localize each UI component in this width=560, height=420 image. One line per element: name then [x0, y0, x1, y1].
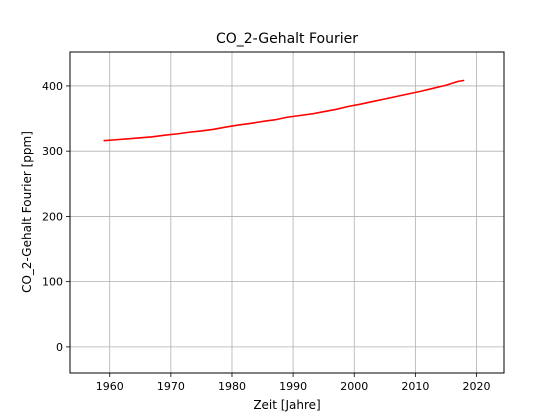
y-tick-label: 200: [42, 210, 63, 223]
x-tick-label: 2020: [462, 380, 490, 393]
y-tick-label: 400: [42, 80, 63, 93]
series-line-0: [103, 79, 465, 142]
y-tick-label: 0: [56, 341, 63, 354]
y-axis-ticks: 0 100 200 300 400: [42, 80, 70, 354]
x-axis-ticks: 1960 1970 1980 1990 2000 2010 2020: [96, 373, 490, 393]
series-layer: [103, 79, 465, 142]
y-axis-label: CO_2-Gehalt Fourier [ppm]: [20, 131, 34, 293]
x-tick-label: 1990: [279, 380, 307, 393]
y-tick-label: 100: [42, 276, 63, 289]
x-axis-label: Zeit [Jahre]: [253, 398, 320, 412]
x-tick-label: 2010: [401, 380, 429, 393]
plot-frame: [69, 51, 505, 374]
chart-title: CO_2-Gehalt Fourier: [216, 31, 358, 47]
y-tick-label: 300: [42, 145, 63, 158]
x-tick-label: 2000: [340, 380, 368, 393]
x-tick-label: 1980: [218, 380, 246, 393]
x-tick-label: 1970: [157, 380, 185, 393]
x-tick-label: 1960: [96, 380, 124, 393]
grid-lines: [70, 52, 504, 373]
